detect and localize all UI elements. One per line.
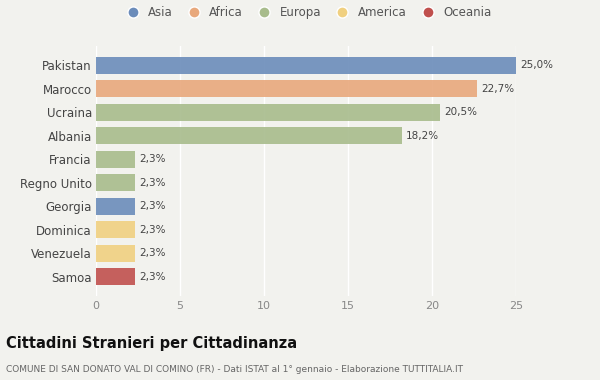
Bar [96,245,134,261]
Bar [96,57,516,74]
Text: 25,0%: 25,0% [520,60,553,70]
Text: 2,3%: 2,3% [139,154,166,164]
Legend: Asia, Africa, Europa, America, Oceania: Asia, Africa, Europa, America, Oceania [121,6,491,19]
Bar [96,151,134,168]
Bar [96,198,134,215]
Text: 2,3%: 2,3% [139,178,166,188]
Bar [96,221,134,238]
Bar [96,104,440,121]
Text: COMUNE DI SAN DONATO VAL DI COMINO (FR) - Dati ISTAT al 1° gennaio - Elaborazion: COMUNE DI SAN DONATO VAL DI COMINO (FR) … [6,365,463,374]
Text: 2,3%: 2,3% [139,248,166,258]
Bar [96,127,402,144]
Text: 22,7%: 22,7% [482,84,515,94]
Text: 2,3%: 2,3% [139,225,166,234]
Text: 2,3%: 2,3% [139,272,166,282]
Bar [96,174,134,191]
Text: 20,5%: 20,5% [445,108,478,117]
Bar [96,268,134,285]
Text: Cittadini Stranieri per Cittadinanza: Cittadini Stranieri per Cittadinanza [6,336,297,351]
Text: 18,2%: 18,2% [406,131,439,141]
Bar [96,81,478,97]
Text: 2,3%: 2,3% [139,201,166,211]
